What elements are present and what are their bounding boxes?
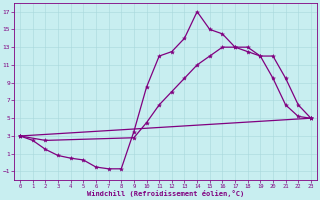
- X-axis label: Windchill (Refroidissement éolien,°C): Windchill (Refroidissement éolien,°C): [87, 190, 244, 197]
